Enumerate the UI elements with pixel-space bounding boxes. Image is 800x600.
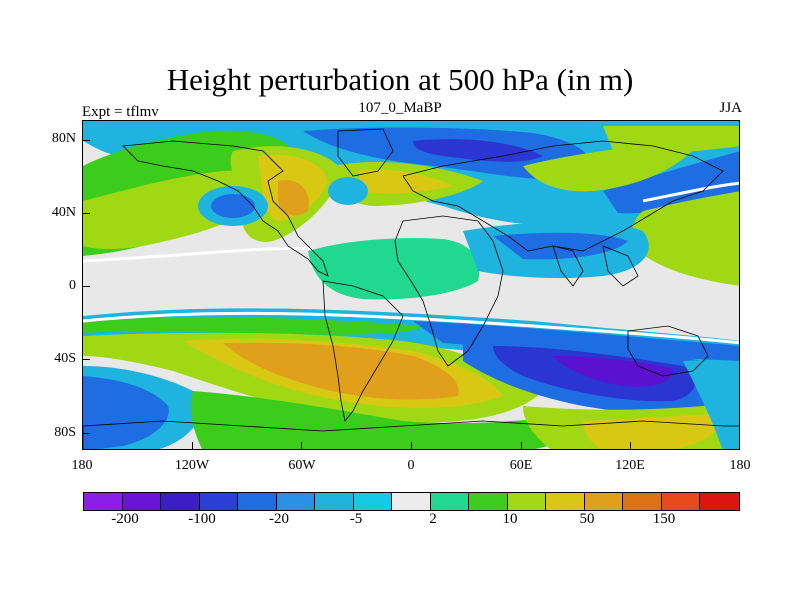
zero-contour <box>642 181 739 203</box>
colorbar <box>83 492 740 511</box>
lat-tick-label: 80S <box>54 425 76 440</box>
colorbar-box <box>392 493 431 510</box>
colorbar-label: 2 <box>429 511 437 527</box>
season-label: JJA <box>719 100 742 116</box>
colorbar-label: 150 <box>652 511 676 527</box>
contour-region <box>583 413 723 449</box>
colorbar-box <box>199 493 238 510</box>
colorbar-box <box>661 493 700 510</box>
colorbar-label: 50 <box>579 511 595 527</box>
map-panel <box>82 120 740 450</box>
contour-region <box>603 126 739 154</box>
lat-tick-mark <box>82 359 90 360</box>
contour-region <box>328 177 368 205</box>
contour-region <box>278 180 309 216</box>
lon-tick-mark <box>630 442 631 450</box>
colorbar-box <box>430 493 469 510</box>
contour-region <box>632 191 739 286</box>
lon-tick-label: 0 <box>407 458 415 473</box>
lon-tick-mark <box>192 442 193 450</box>
lon-tick-label: 180 <box>71 458 93 473</box>
lon-tick-label: 60E <box>509 458 533 473</box>
zero-contour <box>83 246 314 263</box>
contour-map <box>83 121 739 449</box>
contour-region <box>683 360 739 449</box>
contour-region <box>358 169 453 194</box>
lat-tick-mark <box>82 140 90 141</box>
contour-region <box>553 356 673 387</box>
lat-tick-label: 80N <box>51 131 76 146</box>
contour-region <box>83 376 169 449</box>
colorbar-box <box>276 493 315 510</box>
zero-contour <box>83 311 739 345</box>
colorbar-label: -200 <box>111 511 139 527</box>
coastlines <box>83 128 739 449</box>
lon-tick-mark <box>521 442 522 450</box>
lon-tick-mark <box>411 442 412 450</box>
plot-subtitle: 107_0_MaBP <box>358 100 442 116</box>
colorbar-box <box>507 493 546 510</box>
colorbar-box <box>584 493 623 510</box>
colorbar-box <box>122 493 161 510</box>
colorbar-box <box>469 493 508 510</box>
lat-tick-mark <box>82 213 90 214</box>
lat-tick-mark <box>82 433 90 434</box>
lat-tick-mark <box>82 286 90 287</box>
colorbar-box <box>238 493 277 510</box>
colorbar-box <box>700 493 739 510</box>
lon-tick-label: 120W <box>174 458 210 473</box>
plot-title: Height perturbation at 500 hPa (in m) <box>166 62 634 97</box>
lon-tick-label: 120E <box>615 458 645 473</box>
lon-tick-label: 180 <box>729 458 751 473</box>
contour-region <box>493 232 628 260</box>
lon-tick-mark <box>301 442 302 450</box>
contour-region <box>223 342 459 400</box>
lat-tick-label: 0 <box>69 278 76 293</box>
colorbar-box <box>353 493 392 510</box>
colorbar-label: -5 <box>349 511 363 527</box>
colorbar-label: -20 <box>269 511 289 527</box>
contour-region <box>413 139 543 162</box>
lat-tick-label: 40S <box>54 351 76 366</box>
colorbar-box <box>161 493 200 510</box>
contour-region <box>211 194 255 218</box>
lon-tick-label: 60W <box>288 458 316 473</box>
experiment-label: Expt = tflmv <box>82 104 159 120</box>
contour-region <box>413 321 739 361</box>
colorbar-box <box>84 493 123 510</box>
contour-region <box>191 391 571 449</box>
colorbar-box <box>315 493 354 510</box>
colorbar-box <box>623 493 662 510</box>
colorbar-label: -100 <box>188 511 216 527</box>
contour-region <box>83 317 423 335</box>
colorbar-box <box>546 493 585 510</box>
colorbar-label: 10 <box>502 511 518 527</box>
contour-region <box>308 238 480 300</box>
lat-tick-label: 40N <box>51 205 76 220</box>
